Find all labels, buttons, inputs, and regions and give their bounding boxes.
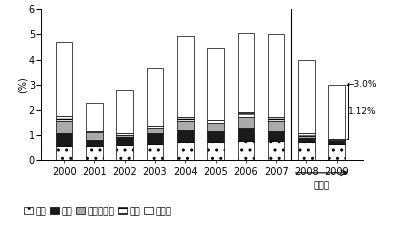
Bar — [177, 142, 194, 160]
Bar — [298, 138, 315, 142]
Legend: 中国, 米国, ユーロ地域, 日本, その他: 中国, 米国, ユーロ地域, 日本, その他 — [20, 204, 176, 220]
Bar — [56, 121, 73, 133]
Bar — [268, 121, 285, 131]
Text: 予測値: 予測値 — [314, 182, 330, 191]
Bar — [238, 117, 254, 129]
Bar — [207, 123, 224, 131]
Bar — [56, 42, 73, 116]
Bar — [238, 33, 254, 112]
Bar — [147, 129, 163, 133]
Bar — [116, 133, 133, 135]
Bar — [298, 142, 315, 160]
Bar — [86, 103, 103, 131]
Bar — [268, 117, 285, 121]
Bar — [116, 137, 133, 145]
Text: ←3.0%: ←3.0% — [346, 80, 377, 89]
Bar — [56, 133, 73, 146]
Bar — [56, 146, 73, 160]
Bar — [147, 68, 163, 126]
Bar — [268, 131, 285, 141]
Bar — [328, 139, 345, 141]
Bar — [328, 141, 345, 144]
Bar — [328, 85, 345, 139]
Bar — [207, 131, 224, 142]
Bar — [86, 140, 103, 146]
Bar — [147, 133, 163, 144]
Bar — [298, 136, 315, 138]
Bar — [116, 90, 133, 133]
Bar — [147, 144, 163, 160]
Bar — [298, 133, 315, 136]
Bar — [207, 48, 224, 120]
Bar — [268, 141, 285, 160]
Bar — [177, 36, 194, 117]
Bar — [116, 135, 133, 137]
Bar — [177, 117, 194, 121]
Bar — [177, 130, 194, 142]
Bar — [86, 132, 103, 140]
Bar — [238, 141, 254, 160]
Bar — [56, 116, 73, 121]
Bar — [268, 35, 285, 117]
Bar — [207, 120, 224, 123]
Bar — [207, 142, 224, 160]
Bar — [238, 129, 254, 141]
Bar — [116, 145, 133, 160]
Y-axis label: (%): (%) — [17, 76, 27, 93]
Bar — [298, 59, 315, 133]
Bar — [177, 121, 194, 130]
Bar — [328, 144, 345, 160]
Bar — [147, 126, 163, 129]
Bar — [86, 131, 103, 132]
Bar — [86, 146, 103, 160]
Text: 1.12%: 1.12% — [348, 107, 377, 116]
Bar — [238, 112, 254, 117]
